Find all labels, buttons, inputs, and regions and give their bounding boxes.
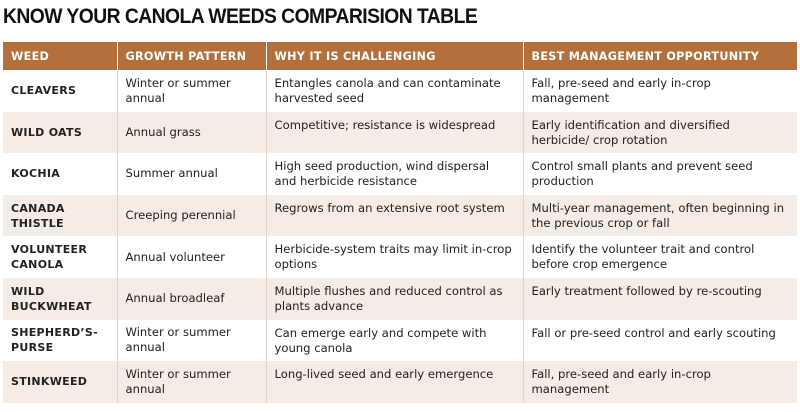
table-cell: Annual volunteer: [117, 236, 267, 278]
table-cell: Winter or summer annual: [117, 70, 267, 112]
table-cell: Can emerge early and compete with young …: [266, 319, 524, 362]
column-header: GROWTH PATTERN: [117, 42, 267, 70]
table-cell: Early identification and diversified her…: [523, 111, 797, 154]
table-cell: VOLUNTEER CANOLA: [3, 236, 118, 278]
table-body: CLEAVERS Winter or summer annual Entangles…: [3, 70, 797, 403]
table-row: CLEAVERS Winter or summer annual Entangles…: [3, 70, 797, 112]
table-row: WILD OATS Annual grass Competitive; resist…: [3, 111, 797, 154]
table-row: KOCHIA Summer annual High seed production,…: [3, 153, 797, 195]
table-row: CANADA THISTLE Creeping perennial Regrows …: [3, 194, 797, 237]
table-cell: Competitive; resistance is widespread: [266, 111, 524, 154]
table-cell: Winter or summer annual: [117, 361, 267, 403]
table-cell: CANADA THISTLE: [3, 194, 118, 237]
table-cell: Fall, pre-seed and early in-crop managem…: [523, 361, 797, 403]
column-header: WHY IT IS CHALLENGING: [266, 42, 524, 70]
table-cell: Identify the volunteer trait and control…: [531, 242, 755, 272]
table-cell: High seed production, wind dispersal and…: [266, 153, 524, 195]
table-cell: CLEAVERS: [3, 70, 118, 112]
table-row: SHEPHERD’S-PURSE Winter or summer annual C…: [3, 319, 797, 362]
comparison-table: WEED GROWTH PATTERN WHY IT IS CHALLENGING B…: [3, 42, 797, 403]
table-cell: Winter or summer annual: [117, 319, 267, 362]
column-header: WEED: [3, 42, 118, 70]
table-cell: Long-lived seed and early emergence: [266, 361, 524, 403]
table-cell: Creeping perennial: [117, 194, 267, 237]
table-cell: KOCHIA: [3, 153, 118, 195]
table-cell: Entangles canola and can contaminate har…: [266, 70, 524, 112]
table-cell: Multiple flushes and reduced control as …: [266, 277, 524, 320]
table-cell: Annual grass: [117, 111, 267, 154]
table-cell: SHEPHERD’S-PURSE: [3, 319, 118, 362]
table-cell: Annual broadleaf: [117, 277, 267, 320]
table-cell: Fall, pre-seed and early in-crop managem…: [531, 76, 711, 105]
table-row: WILD BUCKWHEAT Annual broadleaf Multiple f…: [3, 277, 797, 320]
table-cell: Herbicide-system traits may limit in-cro…: [266, 236, 524, 278]
header-row: WEED GROWTH PATTERN WHY IT IS CHALLENGING B…: [3, 42, 797, 70]
title: KNOW YOUR CANOLA WEEDS COMPARISION TABLE: [3, 5, 478, 28]
table-cell: WILD OATS: [3, 111, 118, 154]
table-cell: STINKWEED: [3, 361, 118, 403]
table-cell: Multi-year management, often beginning i…: [523, 194, 797, 237]
table-cell: Fall or pre-seed control and early scout…: [531, 325, 776, 340]
table-cell: Regrows from an extensive root system: [266, 194, 524, 237]
table-cell: Control small plants and prevent seed pr…: [531, 159, 753, 189]
table-cell: Summer annual: [117, 153, 267, 195]
column-header: BEST MANAGEMENT OPPORTUNITY: [523, 42, 797, 70]
table-row: STINKWEED Winter or summer annual Long-liv…: [3, 361, 797, 403]
table-row: VOLUNTEER CANOLA Annual volunteer Herbicid…: [3, 236, 797, 278]
table-cell: Early treatment followed by re-scouting: [523, 277, 797, 320]
table-cell: WILD BUCKWHEAT: [3, 277, 118, 320]
